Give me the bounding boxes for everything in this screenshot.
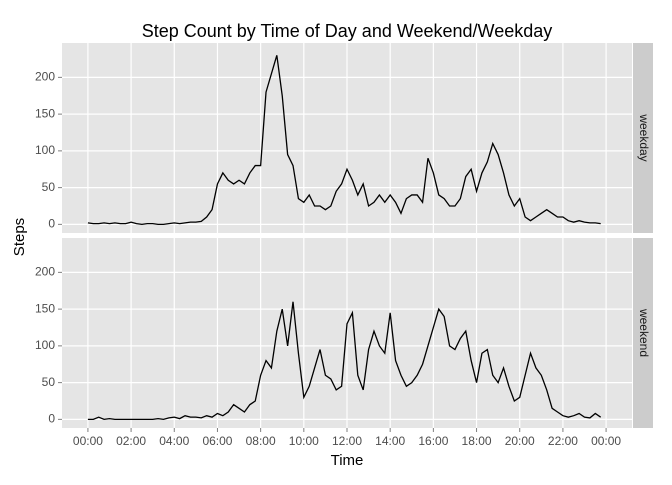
y-tick-label: 150 xyxy=(35,301,55,315)
y-tick-label: 100 xyxy=(35,143,55,157)
x-tick-label: 06:00 xyxy=(202,434,232,448)
x-tick-label: 16:00 xyxy=(418,434,448,448)
y-tick-label: 0 xyxy=(48,412,55,426)
y-tick-label: 200 xyxy=(35,265,55,279)
x-tick-label: 14:00 xyxy=(375,434,405,448)
x-tick-label: 00:00 xyxy=(591,434,621,448)
facet-strip xyxy=(633,43,653,233)
x-tick-label: 02:00 xyxy=(116,434,146,448)
facet-label: weekend xyxy=(637,308,651,357)
x-tick-label: 08:00 xyxy=(246,434,276,448)
y-tick-label: 0 xyxy=(48,217,55,231)
y-tick-label: 150 xyxy=(35,106,55,120)
x-tick-label: 18:00 xyxy=(462,434,492,448)
x-tick-label: 00:00 xyxy=(73,434,103,448)
series-line xyxy=(87,301,602,421)
x-tick-label: 12:00 xyxy=(332,434,362,448)
x-axis-label: Time xyxy=(331,452,364,469)
x-tick-label: 04:00 xyxy=(159,434,189,448)
y-tick-label: 50 xyxy=(42,375,56,389)
y-tick-label: 200 xyxy=(35,70,55,84)
y-tick-label: 100 xyxy=(35,338,55,352)
facet-strip xyxy=(633,238,653,428)
x-tick-label: 22:00 xyxy=(548,434,578,448)
facet-label: weekday xyxy=(637,113,651,161)
x-tick-label: 20:00 xyxy=(505,434,535,448)
y-axis-label: Steps xyxy=(11,218,28,256)
y-tick-label: 50 xyxy=(42,180,56,194)
x-tick-label: 10:00 xyxy=(289,434,319,448)
series-line xyxy=(87,55,601,226)
chart-title: Step Count by Time of Day and Weekend/We… xyxy=(142,21,553,41)
